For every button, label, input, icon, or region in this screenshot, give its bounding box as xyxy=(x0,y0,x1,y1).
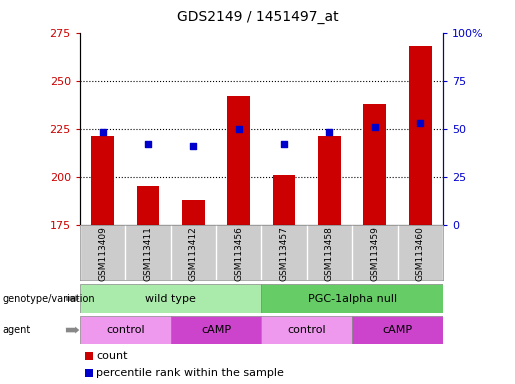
Text: control: control xyxy=(287,325,326,335)
Text: GSM113459: GSM113459 xyxy=(370,226,380,281)
Bar xyxy=(91,136,114,225)
Text: control: control xyxy=(106,325,145,335)
Point xyxy=(189,143,197,149)
Point xyxy=(371,124,379,130)
Point xyxy=(98,129,107,136)
Bar xyxy=(227,96,250,225)
Point xyxy=(416,120,424,126)
Bar xyxy=(80,316,170,344)
Text: cAMP: cAMP xyxy=(201,325,231,335)
Text: count: count xyxy=(96,351,128,361)
Text: agent: agent xyxy=(3,325,31,335)
Text: GSM113460: GSM113460 xyxy=(416,226,425,281)
Bar xyxy=(318,136,341,225)
Point xyxy=(280,141,288,147)
Text: GSM113411: GSM113411 xyxy=(143,226,152,281)
Bar xyxy=(409,46,432,225)
Text: wild type: wild type xyxy=(145,293,196,304)
Text: GSM113412: GSM113412 xyxy=(189,226,198,281)
Text: GSM113456: GSM113456 xyxy=(234,226,243,281)
Bar xyxy=(136,186,159,225)
Bar xyxy=(364,104,386,225)
Text: cAMP: cAMP xyxy=(383,325,413,335)
Bar xyxy=(80,284,261,313)
Text: GSM113458: GSM113458 xyxy=(325,226,334,281)
Text: genotype/variation: genotype/variation xyxy=(3,293,95,304)
Bar xyxy=(182,200,204,225)
Bar xyxy=(170,316,261,344)
Point xyxy=(325,129,334,136)
Text: GSM113457: GSM113457 xyxy=(280,226,288,281)
Point xyxy=(144,141,152,147)
Bar xyxy=(273,175,296,225)
Bar xyxy=(261,284,443,313)
Point xyxy=(234,126,243,132)
Text: percentile rank within the sample: percentile rank within the sample xyxy=(96,368,284,378)
Bar xyxy=(261,316,352,344)
Text: GSM113409: GSM113409 xyxy=(98,226,107,281)
Text: GDS2149 / 1451497_at: GDS2149 / 1451497_at xyxy=(177,10,338,23)
Text: PGC-1alpha null: PGC-1alpha null xyxy=(307,293,397,304)
Bar xyxy=(352,316,443,344)
